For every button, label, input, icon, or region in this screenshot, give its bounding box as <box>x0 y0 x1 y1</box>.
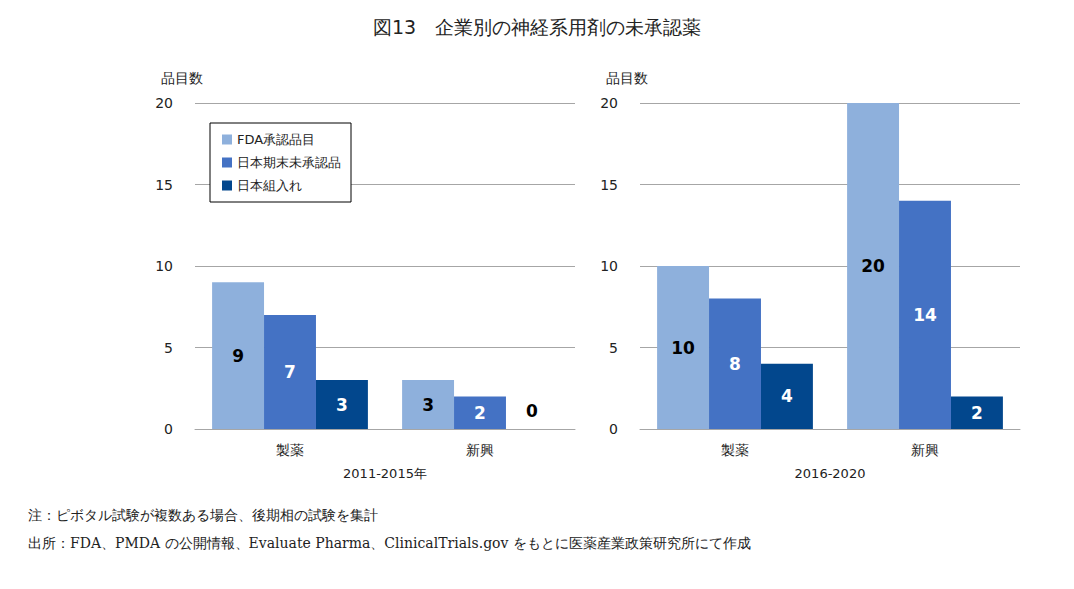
svg-text:FDA承認品目: FDA承認品目 <box>237 132 315 147</box>
svg-text:図13 企業別の神経系用剤の未承認薬: 図13 企業別の神経系用剤の未承認薬 <box>373 16 701 38</box>
svg-text:8: 8 <box>729 354 741 374</box>
svg-text:日本期末未承認品: 日本期末未承認品 <box>237 155 341 170</box>
svg-text:5: 5 <box>164 340 173 356</box>
svg-text:3: 3 <box>336 395 348 415</box>
svg-text:4: 4 <box>781 386 793 406</box>
svg-text:10: 10 <box>600 258 618 274</box>
svg-text:9: 9 <box>232 346 244 366</box>
svg-text:5: 5 <box>609 340 618 356</box>
svg-text:7: 7 <box>284 362 296 382</box>
svg-text:2: 2 <box>474 403 486 423</box>
svg-text:2: 2 <box>971 403 983 423</box>
svg-text:15: 15 <box>155 177 173 193</box>
svg-text:15: 15 <box>600 177 618 193</box>
svg-text:0: 0 <box>609 421 618 437</box>
svg-text:20: 20 <box>600 95 618 111</box>
svg-text:製薬: 製薬 <box>276 442 304 458</box>
svg-text:14: 14 <box>913 305 937 325</box>
svg-text:10: 10 <box>155 258 173 274</box>
svg-text:出所：FDA、PMDA の公開情報、Evaluate Pha: 出所：FDA、PMDA の公開情報、Evaluate Pharma、Clinic… <box>28 535 751 551</box>
svg-text:品目数: 品目数 <box>606 70 648 86</box>
svg-text:10: 10 <box>671 338 695 358</box>
svg-text:品目数: 品目数 <box>161 70 203 86</box>
svg-text:2011-2015年: 2011-2015年 <box>343 466 427 481</box>
svg-text:新興: 新興 <box>911 442 939 458</box>
svg-text:新興: 新興 <box>466 442 494 458</box>
svg-text:0: 0 <box>526 401 538 421</box>
svg-text:0: 0 <box>164 421 173 437</box>
svg-text:20: 20 <box>861 256 885 276</box>
svg-text:20: 20 <box>155 95 173 111</box>
svg-text:3: 3 <box>422 395 434 415</box>
svg-text:製薬: 製薬 <box>721 442 749 458</box>
svg-text:日本組入れ: 日本組入れ <box>237 178 302 193</box>
svg-text:注：ピボタル試験が複数ある場合、後期相の試験を集計: 注：ピボタル試験が複数ある場合、後期相の試験を集計 <box>28 507 378 523</box>
svg-text:2016-2020: 2016-2020 <box>795 466 866 481</box>
